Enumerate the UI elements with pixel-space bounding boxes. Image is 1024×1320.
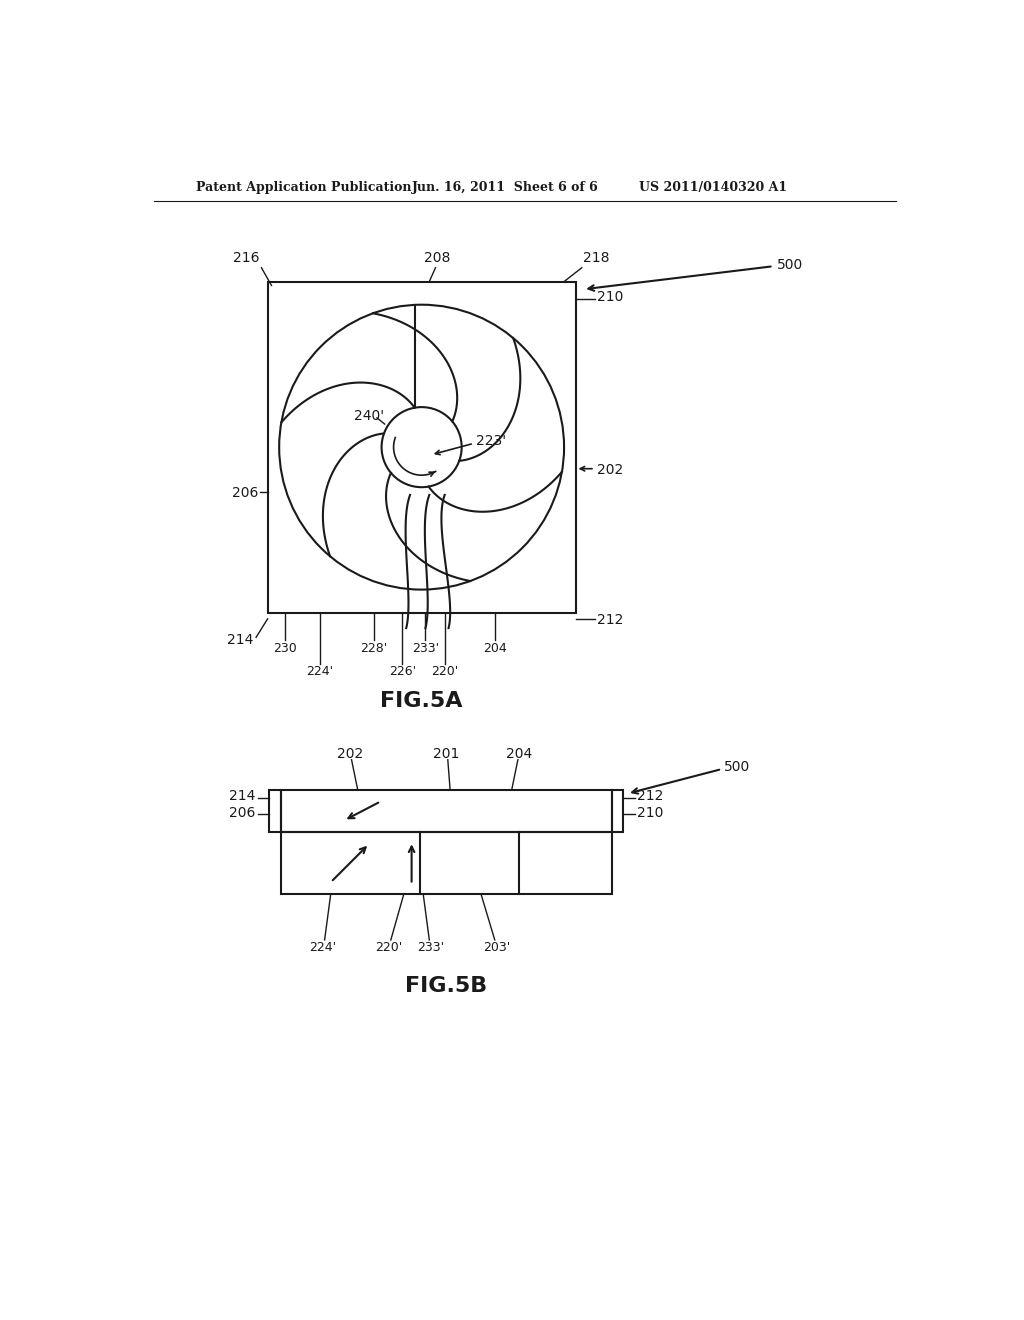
Bar (269, 789, 281, 832)
Text: 224': 224' (309, 941, 337, 954)
Text: 203': 203' (482, 941, 510, 954)
Text: 214: 214 (229, 789, 255, 803)
Text: 206: 206 (232, 486, 258, 500)
Text: 500: 500 (777, 257, 804, 272)
Text: 226': 226' (389, 665, 416, 678)
Text: 224': 224' (306, 665, 334, 678)
Text: 233': 233' (412, 642, 439, 655)
Text: 220': 220' (431, 665, 459, 678)
Text: 216: 216 (233, 251, 260, 264)
Text: Jun. 16, 2011  Sheet 6 of 6: Jun. 16, 2011 Sheet 6 of 6 (412, 181, 598, 194)
Text: 204: 204 (483, 642, 507, 655)
Text: 202: 202 (337, 747, 364, 762)
Bar (267, 281, 575, 612)
Text: FIG.5A: FIG.5A (380, 692, 463, 711)
Text: 214: 214 (227, 632, 254, 647)
Text: 218: 218 (584, 251, 610, 264)
Text: 230: 230 (272, 642, 296, 655)
Text: FIG.5B: FIG.5B (406, 977, 487, 997)
Text: 233': 233' (418, 941, 444, 954)
Text: 210: 210 (637, 807, 664, 820)
Text: 202: 202 (597, 463, 624, 478)
Text: 220': 220' (375, 941, 402, 954)
Text: 206: 206 (229, 807, 255, 820)
Text: 210: 210 (597, 290, 624, 304)
Bar (611, 789, 624, 832)
Text: 240': 240' (354, 409, 384, 424)
Text: 223': 223' (475, 434, 506, 447)
Text: 204: 204 (506, 747, 532, 762)
Text: 212: 212 (597, 614, 624, 627)
Text: 212: 212 (637, 789, 664, 803)
Text: 208: 208 (424, 251, 451, 264)
Text: 228': 228' (360, 642, 387, 655)
Text: US 2011/0140320 A1: US 2011/0140320 A1 (639, 181, 786, 194)
Text: 201: 201 (433, 747, 460, 762)
Text: Patent Application Publication: Patent Application Publication (196, 181, 412, 194)
Bar (281, 789, 611, 832)
Bar (281, 832, 611, 894)
Text: 500: 500 (724, 760, 750, 774)
